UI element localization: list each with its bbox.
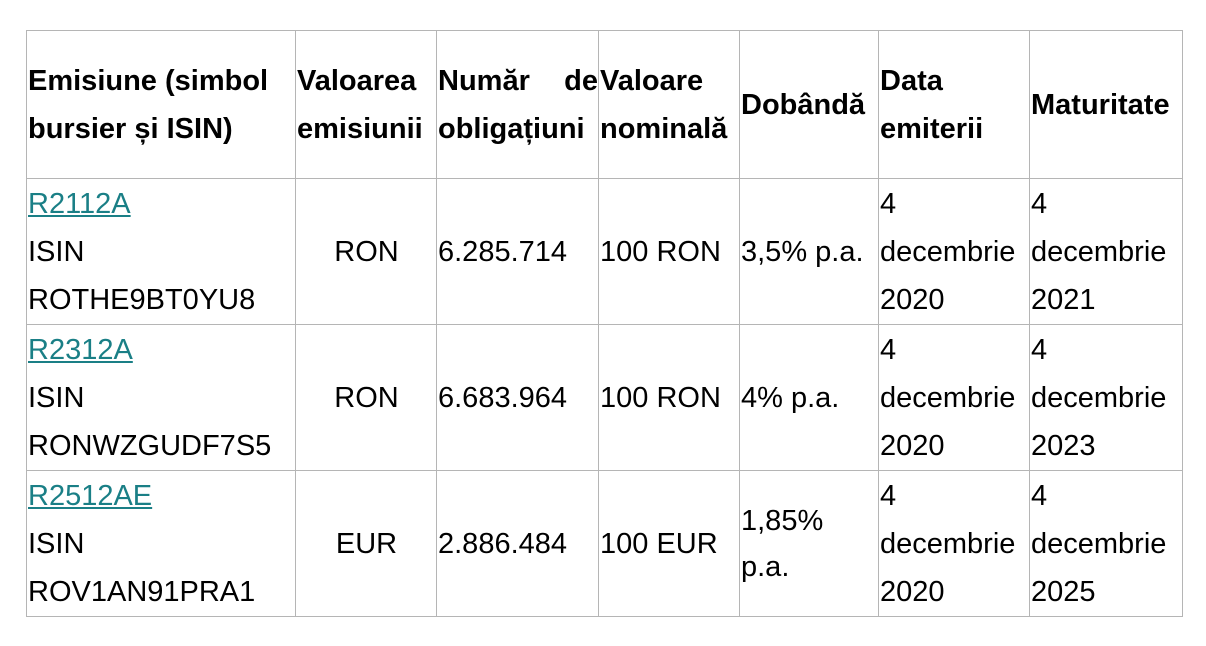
issue-symbol-link[interactable]: R2312A [28, 333, 133, 366]
issue-date-month: decembrie [880, 381, 1016, 414]
issue-cell: R2512AE ISIN ROV1AN91PRA1 [26, 470, 296, 617]
issue-symbol-link[interactable]: R2512AE [28, 479, 153, 512]
isin-code: ROTHE9BT0YU8 [28, 283, 256, 316]
issue-cell: R2112A ISIN ROTHE9BT0YU8 [26, 178, 296, 325]
bond-count-cell: 6.285.714 [436, 178, 599, 325]
bond-count-cell: 6.683.964 [436, 324, 599, 471]
nominal-value-cell: 100 RON [598, 324, 740, 471]
maturity-year: 2023 [1031, 429, 1096, 462]
header-bond-count: Număr de obligațiuni [436, 30, 599, 179]
issue-date-cell: 4 decembrie 2020 [878, 324, 1030, 471]
bond-count-cell: 2.886.484 [436, 470, 599, 617]
maturity-month: decembrie [1031, 527, 1167, 560]
isin-label: ISIN [28, 235, 85, 268]
isin-code: ROV1AN91PRA1 [28, 575, 256, 608]
maturity-day: 4 [1031, 187, 1048, 220]
issue-date-year: 2020 [880, 283, 945, 316]
header-row: Emisiune (simbol bursier și ISIN) Valoar… [26, 30, 1183, 179]
maturity-cell: 4 decembrie 2025 [1029, 470, 1183, 617]
issue-date-day: 4 [880, 187, 897, 220]
issue-date-day: 4 [880, 333, 897, 366]
maturity-month: decembrie [1031, 381, 1167, 414]
header-issue-value: Valoarea emisiunii [295, 30, 437, 179]
issue-cell: R2312A ISIN RONWZGUDF7S5 [26, 324, 296, 471]
maturity-month: decembrie [1031, 235, 1167, 268]
header-nominal-value: Valoare nominală [598, 30, 740, 179]
issue-date-year: 2020 [880, 575, 945, 608]
issue-date-day: 4 [880, 479, 897, 512]
header-issue-date: Data emiterii [878, 30, 1030, 179]
maturity-year: 2025 [1031, 575, 1096, 608]
issue-value-cell: EUR [295, 470, 437, 617]
issue-date-year: 2020 [880, 429, 945, 462]
nominal-value-cell: 100 RON [598, 178, 740, 325]
table-row: R2112A ISIN ROTHE9BT0YU8 RON 6.285.714 1… [26, 178, 1183, 325]
maturity-cell: 4 decembrie 2021 [1029, 178, 1183, 325]
table-row: R2312A ISIN RONWZGUDF7S5 RON 6.683.964 1… [26, 324, 1183, 471]
header-issue: Emisiune (simbol bursier și ISIN) [26, 30, 296, 179]
isin-label: ISIN [28, 381, 85, 414]
interest-cell: 3,5% p.a. [739, 178, 879, 325]
maturity-day: 4 [1031, 479, 1048, 512]
issue-symbol-link[interactable]: R2112A [28, 187, 131, 220]
interest-cell: 4% p.a. [739, 324, 879, 471]
bonds-table: Emisiune (simbol bursier și ISIN) Valoar… [26, 30, 1183, 617]
issue-value-cell: RON [295, 178, 437, 325]
interest-cell: 1,85% p.a. [739, 470, 879, 617]
issue-date-month: decembrie [880, 235, 1016, 268]
issue-date-cell: 4 decembrie 2020 [878, 178, 1030, 325]
header-interest: Dobândă [739, 30, 879, 179]
isin-code: RONWZGUDF7S5 [28, 429, 272, 462]
table-row: R2512AE ISIN ROV1AN91PRA1 EUR 2.886.484 … [26, 470, 1183, 617]
maturity-cell: 4 decembrie 2023 [1029, 324, 1183, 471]
maturity-year: 2021 [1031, 283, 1096, 316]
issue-date-cell: 4 decembrie 2020 [878, 470, 1030, 617]
issue-date-month: decembrie [880, 527, 1016, 560]
header-maturity: Maturitate [1029, 30, 1183, 179]
issue-value-cell: RON [295, 324, 437, 471]
isin-label: ISIN [28, 527, 85, 560]
nominal-value-cell: 100 EUR [598, 470, 740, 617]
maturity-day: 4 [1031, 333, 1048, 366]
